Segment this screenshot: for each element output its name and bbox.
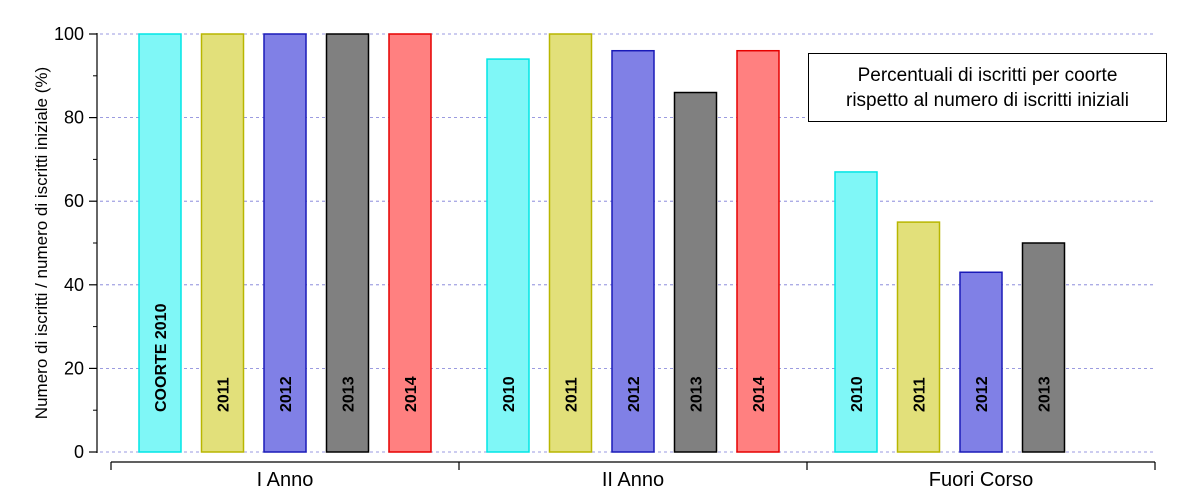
bar (1021, 242, 1066, 453)
bar (138, 33, 182, 453)
bar (834, 171, 878, 453)
bar-label: 2011 (564, 377, 581, 412)
y-tick-label: 0 (74, 442, 84, 462)
bar (388, 33, 432, 453)
bar-label: 2012 (626, 376, 643, 412)
bar-label: 2013 (1037, 376, 1054, 412)
bar (200, 33, 245, 453)
bar-label: 2012 (278, 376, 295, 412)
x-category-label: Fuori Corso (929, 469, 1033, 491)
annotation-box: Percentuali di iscritti per coorte rispe… (808, 53, 1167, 122)
bar-label: 2014 (403, 376, 420, 412)
bar (736, 49, 780, 453)
x-category-label: I Anno (257, 469, 314, 491)
y-tick-label: 80 (64, 108, 84, 128)
y-tick-label: 20 (64, 358, 84, 378)
bar (548, 33, 593, 453)
bar-label: 2013 (689, 376, 706, 412)
bar (486, 58, 530, 453)
bar-label: 2012 (974, 376, 991, 412)
y-tick-label: 40 (64, 275, 84, 295)
y-axis-title: Numero di iscritti / numero di iscritti … (32, 67, 51, 419)
axes: 0 20 40 60 80 100 I Anno II Anno Fuori Corso (54, 24, 1156, 491)
bar (263, 33, 307, 453)
x-category-label: II Anno (602, 469, 664, 491)
bar (896, 221, 941, 453)
bar (959, 271, 1003, 453)
bar (325, 33, 370, 453)
annotation-line-2: rispetto al numero di iscritti iniziali (846, 89, 1129, 111)
bar (673, 91, 718, 453)
bar (611, 49, 655, 453)
bar-label: 2014 (751, 376, 768, 412)
bar-label: COORTE 2010 (153, 303, 170, 412)
bar-label: 2010 (849, 376, 866, 412)
annotation-line-1: Percentuali di iscritti per coorte (857, 64, 1118, 86)
bars: COORTE 2010 2011 2012 2013 2014 2010 2011 2012 2… (138, 33, 1066, 453)
bar-label: 2011 (216, 377, 233, 412)
y-tick-label: 100 (54, 24, 84, 44)
bar-label: 2010 (501, 376, 518, 412)
bar-label: 2011 (912, 377, 929, 412)
bar-label: 2013 (341, 376, 358, 412)
y-tick-label: 60 (64, 191, 84, 211)
